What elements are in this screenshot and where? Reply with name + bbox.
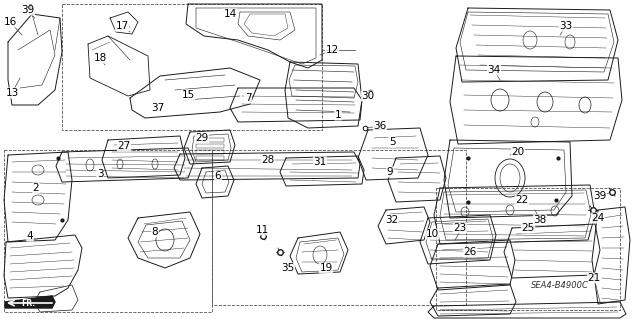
Text: 22: 22 — [515, 195, 529, 205]
Text: 15: 15 — [181, 90, 195, 100]
Text: 30: 30 — [362, 91, 374, 101]
Text: 26: 26 — [463, 247, 477, 257]
Text: FR.: FR. — [21, 299, 35, 308]
Text: 17: 17 — [115, 21, 129, 31]
Text: 29: 29 — [195, 133, 209, 143]
Text: 13: 13 — [5, 88, 19, 98]
Text: 6: 6 — [214, 171, 221, 181]
Text: 1: 1 — [335, 110, 341, 120]
Text: 24: 24 — [591, 213, 605, 223]
Bar — [212, 150, 466, 305]
Text: 39: 39 — [593, 191, 607, 201]
Text: 39: 39 — [21, 5, 35, 15]
Bar — [436, 188, 620, 310]
Text: 28: 28 — [261, 155, 275, 165]
Text: 33: 33 — [559, 21, 573, 31]
Text: SEA4-B4900C: SEA4-B4900C — [531, 280, 589, 290]
Text: 23: 23 — [453, 223, 467, 233]
Bar — [4, 150, 212, 312]
Text: 21: 21 — [588, 273, 600, 283]
Text: 8: 8 — [152, 227, 158, 237]
Text: 12: 12 — [325, 45, 339, 55]
Text: 5: 5 — [388, 137, 396, 147]
Text: 37: 37 — [152, 103, 164, 113]
Text: 38: 38 — [533, 215, 547, 225]
Text: 10: 10 — [426, 229, 438, 239]
Text: 14: 14 — [223, 9, 237, 19]
Text: 4: 4 — [27, 231, 33, 241]
Text: 9: 9 — [387, 167, 394, 177]
Polygon shape — [5, 296, 55, 308]
Text: 20: 20 — [511, 147, 525, 157]
Bar — [62, 4, 322, 130]
Text: 31: 31 — [314, 157, 326, 167]
Text: 7: 7 — [244, 93, 252, 103]
Text: 34: 34 — [488, 65, 500, 75]
Text: 2: 2 — [33, 183, 39, 193]
Text: 19: 19 — [319, 263, 333, 273]
Text: 18: 18 — [93, 53, 107, 63]
Text: 32: 32 — [385, 215, 399, 225]
Text: 36: 36 — [373, 121, 387, 131]
Text: 35: 35 — [282, 263, 294, 273]
Text: 27: 27 — [117, 141, 131, 151]
Text: 11: 11 — [255, 225, 269, 235]
Text: 25: 25 — [522, 223, 534, 233]
Text: 3: 3 — [97, 169, 103, 179]
Text: 16: 16 — [3, 17, 17, 27]
